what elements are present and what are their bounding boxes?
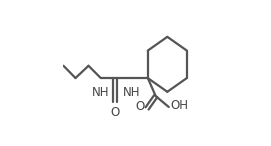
Text: O: O (136, 100, 145, 113)
Text: O: O (111, 106, 120, 119)
Text: OH: OH (170, 99, 188, 112)
Text: NH: NH (123, 86, 140, 99)
Text: NH: NH (92, 86, 109, 99)
